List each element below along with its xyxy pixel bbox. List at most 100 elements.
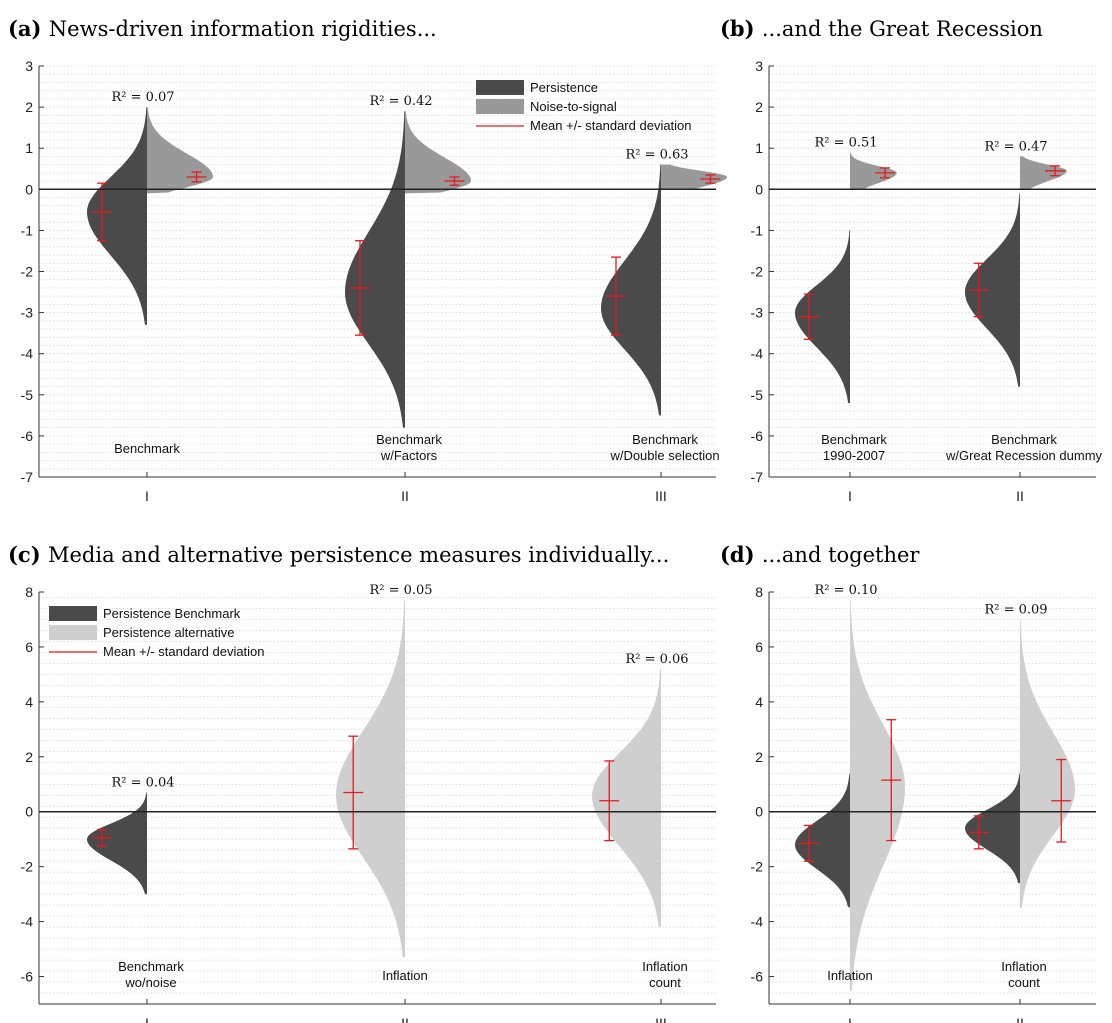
x-tick-label: I [145, 488, 149, 504]
legend-label: Mean +/- standard deviation [530, 118, 692, 133]
r2-label: R² = 0.06 [625, 652, 688, 667]
group-caption: Inflation [827, 968, 873, 983]
y-tick-label: 4 [25, 694, 33, 710]
violin-right [850, 152, 897, 190]
violin-left [87, 792, 147, 895]
legend-swatch [476, 80, 524, 95]
group-caption: w/Double selection [609, 448, 719, 463]
panel-title-text: Media and alternative persistence measur… [48, 543, 669, 567]
y-tick-label: -5 [21, 387, 34, 403]
y-tick-label: 0 [25, 181, 33, 197]
group-caption: Benchmark [114, 441, 180, 456]
y-tick-label: -2 [751, 859, 764, 875]
violin-group: R² = 0.10 Inflation I [795, 583, 905, 1023]
y-tick-label: 2 [25, 749, 33, 765]
y-tick-label: -4 [751, 914, 764, 930]
panel-c: (c) Media and alternative persistence me… [8, 542, 716, 1023]
x-tick-label: III [655, 488, 667, 504]
panel-label: (b) [720, 16, 762, 41]
y-tick-label: -2 [21, 264, 34, 280]
r2-label: R² = 0.04 [111, 776, 174, 791]
legend: Persistence Benchmark Persistence alterna… [49, 606, 265, 659]
r2-label: R² = 0.42 [369, 94, 432, 109]
y-tick-label: -6 [751, 428, 764, 444]
group-caption: Inflation [642, 959, 688, 974]
r2-label: R² = 0.10 [814, 583, 877, 598]
panel-title: (b) ...and the Great Recession [720, 16, 1043, 41]
group-caption: w/Great Recession dummy [945, 448, 1103, 463]
r2-label: R² = 0.07 [111, 90, 174, 105]
legend: Persistence Noise-to-signal Mean +/- stand… [476, 80, 692, 133]
y-tick-label: -3 [21, 305, 34, 321]
group-caption: Benchmark [632, 432, 698, 447]
y-tick-label: 4 [755, 694, 763, 710]
x-tick-label: II [401, 1015, 409, 1023]
legend-swatch [49, 606, 97, 621]
violin-left [87, 107, 147, 325]
violin-right [661, 164, 727, 190]
violin-group: R² = 0.07 Benchmark I [87, 90, 213, 504]
legend-swatch [49, 625, 97, 640]
group-caption: w/Factors [380, 448, 438, 463]
group-caption: count [649, 975, 681, 990]
legend-swatch [476, 99, 524, 114]
panel-title: (c) Media and alternative persistence me… [8, 542, 669, 567]
panel-title: (a) News-driven information rigidities..… [8, 16, 437, 41]
y-tick-label: 8 [25, 584, 33, 600]
violin-right [850, 600, 905, 991]
panel-label: (a) [8, 16, 49, 41]
y-tick-label: 1 [25, 140, 33, 156]
x-tick-label: I [848, 1015, 852, 1023]
violin-left [336, 600, 405, 958]
y-tick-label: 2 [25, 99, 33, 115]
violin-right [405, 111, 471, 194]
y-tick-label: -6 [21, 428, 34, 444]
y-tick-label: 1 [755, 140, 763, 156]
x-tick-label: II [1016, 488, 1024, 504]
legend-label: Persistence Benchmark [103, 606, 241, 621]
y-tick-label: -1 [751, 222, 764, 238]
group-caption: Benchmark [991, 432, 1057, 447]
r2-label: R² = 0.09 [984, 602, 1047, 617]
group-caption: wo/noise [124, 975, 176, 990]
panel-b: (b) ...and the Great Recession -7 -6 -5 -4 -3… [720, 16, 1103, 504]
violin-right [147, 107, 213, 194]
y-tick-label: -5 [751, 387, 764, 403]
r2-label: R² = 0.63 [625, 148, 688, 163]
r2-label: R² = 0.51 [814, 135, 877, 150]
y-tick-label: 0 [755, 804, 763, 820]
y-tick-label: 2 [755, 99, 763, 115]
y-tick-label: -4 [21, 346, 34, 362]
panel-label: (d) [720, 542, 762, 567]
y-tick-label: -1 [21, 222, 34, 238]
violin-left [345, 111, 405, 428]
panel-title-text: News-driven information rigidities... [49, 17, 437, 41]
panel-label: (c) [8, 542, 48, 567]
legend-label: Persistence alternative [103, 625, 235, 640]
group-caption: Benchmark [376, 432, 442, 447]
group-caption: Benchmark [821, 432, 887, 447]
group-caption: Inflation [382, 968, 428, 983]
violin-right [1020, 156, 1067, 190]
y-tick-label: -3 [751, 305, 764, 321]
panel-a: (a) News-driven information rigidities..… [8, 16, 727, 504]
x-tick-label: II [1016, 1015, 1024, 1023]
y-tick-label: 6 [25, 639, 33, 655]
y-tick-label: 3 [755, 58, 763, 74]
legend-label: Noise-to-signal [530, 99, 617, 114]
x-tick-label: I [145, 1015, 149, 1023]
panel-title-text: ...and the Great Recession [762, 17, 1043, 41]
y-tick-label: 3 [25, 58, 33, 74]
violin-left [601, 164, 661, 416]
violin-left [592, 668, 661, 928]
y-tick-label: 0 [755, 181, 763, 197]
y-tick-label: -7 [751, 469, 764, 485]
y-tick-label: -4 [751, 346, 764, 362]
panel-d: (d) ...and together -6 -4 -2 0 2 4 6 8 R² = 0.10 I… [720, 542, 1096, 1023]
